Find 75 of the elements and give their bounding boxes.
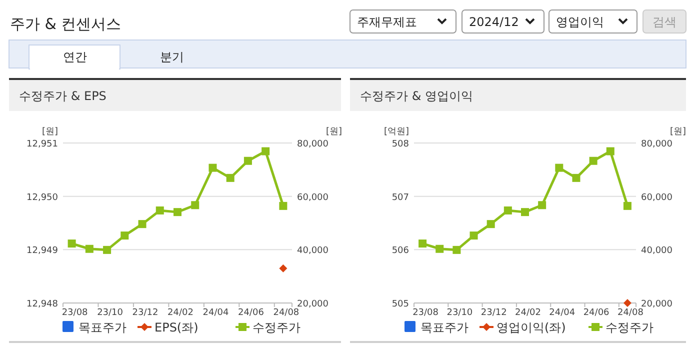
point xyxy=(555,164,564,172)
x-tick-label: 24/04 xyxy=(202,308,229,318)
y2-axis-title: [원] xyxy=(326,127,342,137)
y2-tick-label: 20,000 xyxy=(297,300,329,310)
point xyxy=(68,240,76,248)
text: 연간 xyxy=(63,50,87,64)
point xyxy=(452,246,461,254)
point xyxy=(623,202,632,210)
point xyxy=(470,232,478,240)
legend-label: 영업이익(좌) xyxy=(496,320,566,334)
y2-tick-label: 80,000 xyxy=(641,140,673,150)
legend-label: 수정주가 xyxy=(606,320,654,334)
y-axis-title: [원] xyxy=(42,127,58,137)
x-tick-label: 23/10 xyxy=(446,308,473,318)
y-tick-label: 12,949 xyxy=(26,246,58,256)
point xyxy=(418,240,427,248)
legend-label: 목표주가 xyxy=(420,320,468,334)
y-tick-label: 12,951 xyxy=(26,140,58,150)
text: 분기 xyxy=(160,50,184,64)
y2-tick-label: 60,000 xyxy=(641,192,673,203)
point xyxy=(208,164,217,172)
point xyxy=(279,202,288,210)
point xyxy=(174,208,182,216)
x-tick-label: 24/08 xyxy=(273,308,300,318)
y2-tick-label: 80,000 xyxy=(297,140,329,150)
point xyxy=(138,220,146,228)
x-tick-label: 24/06 xyxy=(238,308,264,318)
x-tick-label: 23/08 xyxy=(62,308,88,318)
point xyxy=(156,206,164,214)
legend-label: 수정주가 xyxy=(252,320,300,334)
y2-tick-label: 60,000 xyxy=(297,192,329,203)
x-tick-label: 24/08 xyxy=(617,308,644,318)
x-tick-label: 23/08 xyxy=(412,308,439,318)
point xyxy=(85,244,94,253)
x-tick-label: 23/10 xyxy=(97,308,124,318)
text: 영업이익 xyxy=(556,15,604,29)
y-tick-label: 505 xyxy=(392,300,409,310)
text: 주재무제표 xyxy=(357,15,417,29)
point xyxy=(244,156,252,165)
x-tick-label: 23/12 xyxy=(480,308,507,318)
point xyxy=(486,220,495,228)
point xyxy=(589,156,598,165)
point xyxy=(436,244,444,253)
y-tick-label: 12,950 xyxy=(26,192,58,203)
point xyxy=(538,201,546,210)
chart-title: 수정주가 & EPS xyxy=(19,89,106,103)
legend-label: 목표주가 xyxy=(78,320,126,334)
y-tick-label: 508 xyxy=(392,140,410,150)
point xyxy=(103,246,112,254)
legend-label: EPS(좌) xyxy=(154,320,198,334)
point xyxy=(521,208,529,216)
y2-axis-title: [원] xyxy=(670,127,686,137)
point xyxy=(120,232,129,240)
text: 2024/12 xyxy=(469,15,519,29)
text: 주가 & 컨센서스 xyxy=(10,15,122,33)
y-tick-label: 12,948 xyxy=(26,300,58,310)
point xyxy=(504,206,512,214)
y-tick-label: 506 xyxy=(392,246,410,256)
x-tick-label: 24/06 xyxy=(583,308,610,318)
point xyxy=(226,174,234,182)
y2-tick-label: 40,000 xyxy=(641,246,673,256)
point xyxy=(572,174,580,182)
x-tick-label: 24/04 xyxy=(549,308,576,318)
x-tick-label: 24/02 xyxy=(515,308,541,318)
y-tick-label: 507 xyxy=(392,192,409,203)
y-axis-title: [억원] xyxy=(384,127,409,137)
text: 검색 xyxy=(652,15,676,29)
y2-tick-label: 20,000 xyxy=(641,300,673,310)
x-tick-label: 24/02 xyxy=(168,308,194,318)
x-tick-label: 23/12 xyxy=(132,308,158,318)
point xyxy=(191,201,200,210)
y2-tick-label: 40,000 xyxy=(297,246,329,256)
chart-title: 수정주가 & 영업이익 xyxy=(360,89,473,103)
point xyxy=(606,147,614,156)
point xyxy=(262,147,270,156)
